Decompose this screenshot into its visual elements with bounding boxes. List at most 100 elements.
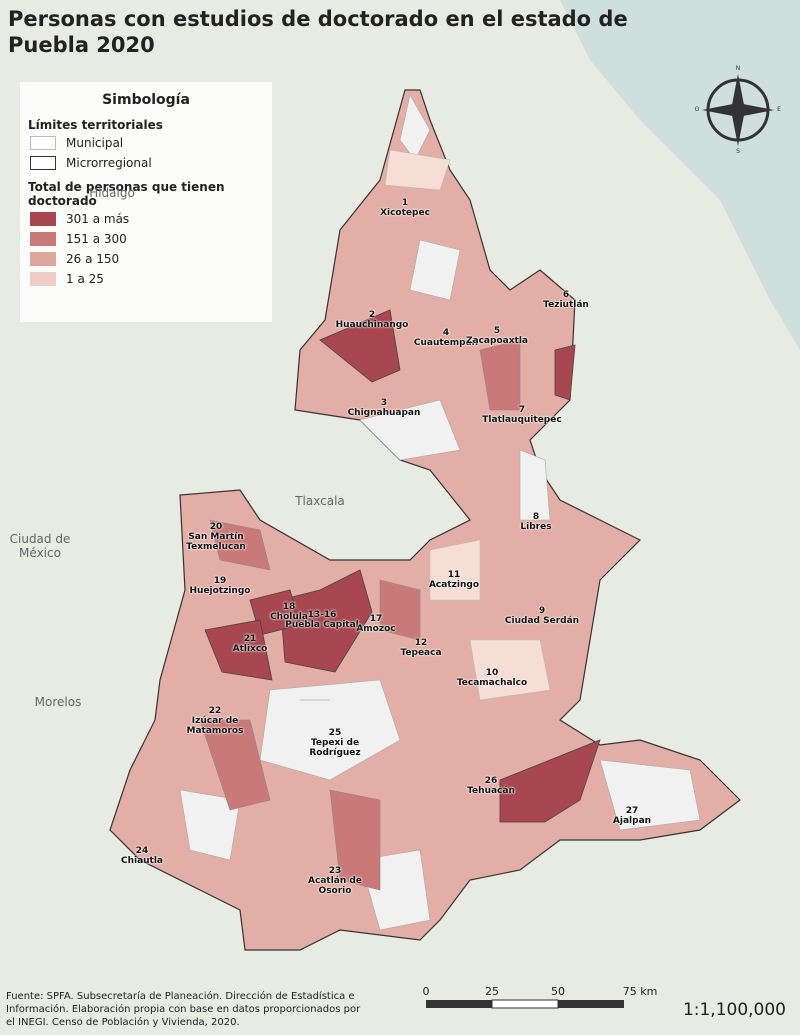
region-label: 3 Chignahuapan bbox=[344, 398, 424, 418]
region-name: Acatzingo bbox=[428, 580, 480, 590]
region-name: Tecamachalco bbox=[456, 678, 528, 688]
region-name: Tlatlauquitepec bbox=[482, 415, 562, 425]
region-number: 18 bbox=[282, 602, 296, 612]
neighbor-label: Ciudad de México bbox=[9, 532, 71, 560]
region-name: Tepexi de Rodríguez bbox=[309, 738, 361, 758]
region-label: 26 Tehuacán bbox=[451, 776, 531, 796]
source-note: Fuente: SPFA. Subsecretaría de Planeació… bbox=[6, 991, 361, 1028]
scale-tick-label: 50 bbox=[551, 985, 565, 998]
region-number: 10 bbox=[485, 668, 499, 678]
class-swatch bbox=[30, 212, 56, 226]
map-title: Personas con estudios de doctorado en el… bbox=[8, 7, 628, 57]
region-number: 11 bbox=[447, 570, 461, 580]
compass-letter: E bbox=[777, 106, 781, 113]
region-label: 9 Ciudad Serdán bbox=[502, 606, 582, 626]
neighbor-label: Morelos bbox=[34, 695, 82, 709]
legend-item: 301 a más bbox=[30, 212, 272, 226]
region-name: Amozoc bbox=[356, 624, 396, 634]
compass-letter: O bbox=[694, 106, 700, 113]
neighbor-label: Tlaxcala bbox=[295, 494, 345, 508]
region-number: 8 bbox=[532, 512, 540, 522]
legend-heading: Total de personas que tienen doctorado bbox=[28, 180, 225, 208]
region-number: 3 bbox=[380, 398, 388, 408]
region-number: 23 bbox=[328, 866, 342, 876]
scale-tick-label: 0 bbox=[422, 985, 430, 998]
region-name: Ciudad Serdán bbox=[504, 616, 580, 626]
no-data-areas bbox=[179, 94, 701, 931]
legend-label: Microrregional bbox=[66, 156, 152, 170]
legend-item: 1 a 25 bbox=[30, 272, 272, 286]
boundary-swatch bbox=[30, 136, 56, 150]
region-label: 1 Xicotepec bbox=[365, 198, 445, 218]
region-label: 10 Tecamachalco bbox=[452, 668, 532, 688]
region-name: Huauchinango bbox=[335, 320, 409, 330]
region-label: 23 Acatlán de Osorio bbox=[295, 866, 375, 896]
legend-item: 151 a 300 bbox=[30, 232, 272, 246]
region-number: 4 bbox=[442, 328, 450, 338]
region-name: Xicotepec bbox=[380, 208, 430, 218]
scale-bar bbox=[426, 999, 624, 1009]
legend-label: Municipal bbox=[66, 136, 124, 150]
region-label: 20 San Martín Texmelucan bbox=[176, 522, 256, 552]
legend-item: Microrregional bbox=[30, 156, 272, 170]
scale-tick-label: 75 km bbox=[622, 985, 658, 998]
region-name: Chiautla bbox=[120, 856, 164, 866]
region-number: 1 bbox=[401, 198, 409, 208]
compass-letter: S bbox=[736, 148, 740, 155]
region-number: 27 bbox=[625, 806, 639, 816]
legend-label: 26 a 150 bbox=[66, 252, 120, 266]
region-label: 5 Zacapoaxtla bbox=[457, 326, 537, 346]
region-label: 25 Tepexi de Rodríguez bbox=[295, 728, 375, 758]
region-number: 5 bbox=[493, 326, 501, 336]
region-label: 19 Huejotzingo bbox=[180, 576, 260, 596]
high-class-areas bbox=[204, 309, 601, 823]
region-name: Ajalpan bbox=[612, 816, 652, 826]
scale-ratio: 1:1,100,000 bbox=[682, 1000, 786, 1020]
legend-item: 26 a 150 bbox=[30, 252, 272, 266]
region-label: 17 Amozoc bbox=[336, 614, 416, 634]
region-name: Chignahuapan bbox=[347, 408, 421, 418]
region-label: 27 Ajalpan bbox=[592, 806, 672, 826]
region-name: Zacapoaxtla bbox=[466, 336, 528, 346]
region-number: 24 bbox=[135, 846, 149, 856]
region-name: Atlixco bbox=[232, 644, 268, 654]
region-label: 4 Cuautempan bbox=[406, 328, 486, 348]
region-label: 6 Teziutlán bbox=[526, 290, 606, 310]
region-number: 17 bbox=[369, 614, 383, 624]
region-label: 2 Huauchinango bbox=[332, 310, 412, 330]
class-items: 301 a más 151 a 300 26 a 150 1 a 25 bbox=[20, 212, 272, 286]
region-name: Teziutlán bbox=[543, 300, 589, 310]
region-number: 7 bbox=[518, 405, 526, 415]
region-label: 7 Tlatlauquitepec bbox=[482, 405, 562, 425]
region-label: 8 Libres bbox=[496, 512, 576, 532]
compass-letter: N bbox=[735, 65, 741, 72]
region-label: 12 Tepeaca bbox=[381, 638, 461, 658]
legend-heading: Límites territoriales bbox=[28, 118, 163, 132]
region-number: 22 bbox=[208, 706, 222, 716]
region-name: Izúcar de Matamoros bbox=[186, 716, 244, 736]
legend-label: 301 a más bbox=[66, 212, 130, 226]
region-name: Acatlán de Osorio bbox=[308, 876, 362, 896]
neighbor-label: Hidalgo bbox=[89, 186, 135, 200]
boundary-items: Municipal Microrregional bbox=[20, 136, 272, 170]
boundary-swatch bbox=[30, 156, 56, 170]
legend-label: 1 a 25 bbox=[66, 272, 104, 286]
region-label: 21 Atlixco bbox=[210, 634, 290, 654]
region-number: 6 bbox=[562, 290, 570, 300]
region-number: 13-16 bbox=[307, 610, 337, 620]
region-name: Tepeaca bbox=[400, 648, 442, 658]
region-name: Tehuacán bbox=[467, 786, 515, 796]
region-name: Puebla Capital bbox=[285, 620, 359, 630]
region-number: 2 bbox=[368, 310, 376, 320]
mid-high-areas bbox=[199, 339, 521, 891]
region-number: 21 bbox=[243, 634, 257, 644]
region-label: 22 Izúcar de Matamoros bbox=[175, 706, 255, 736]
legend-title: Simbología bbox=[102, 92, 190, 108]
scale-tick-label: 25 bbox=[485, 985, 499, 998]
region-label: 13-16 Puebla Capital bbox=[282, 610, 362, 630]
legend: Simbología Límites territoriales Municip… bbox=[20, 82, 272, 322]
legend-item: Municipal bbox=[30, 136, 272, 150]
region-name: Cholula bbox=[270, 612, 308, 622]
